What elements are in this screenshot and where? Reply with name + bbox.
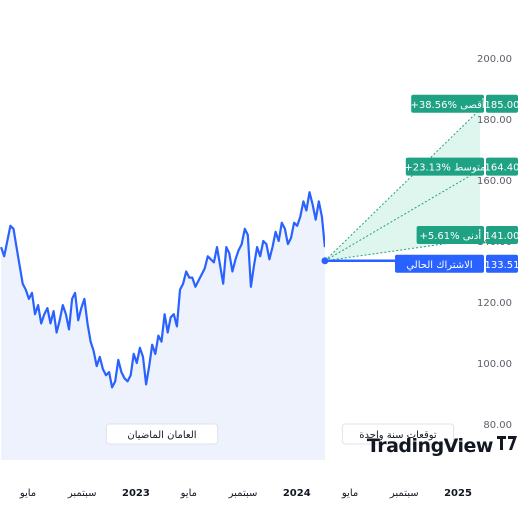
x-tick-label: 2025	[444, 488, 472, 499]
current-price-label-text: الاشتراك الحالي	[406, 260, 472, 271]
forecast-high-line	[325, 108, 480, 262]
forecast-average-label-text-bg	[405, 157, 484, 176]
history-period-label: العامان الماضيان	[105, 423, 219, 445]
forecast-high-label: 185.00+38.56% أقصى	[410, 94, 520, 113]
forecast-period-label-text: توقعات سنة واحدة	[359, 430, 437, 441]
current-price-label-value: 133.51	[485, 260, 520, 271]
x-tick-label: 2023	[122, 488, 150, 499]
history-area	[1, 192, 325, 460]
forecast-low-label-text-bg	[416, 225, 484, 244]
forecast-high-label-text: +38.56% أقصى	[410, 98, 484, 111]
tradingview-logo: TradingView	[367, 435, 517, 457]
forecast-low-label-text: +5.61% أدنى	[419, 229, 481, 242]
current-price-label-value-bg	[486, 254, 518, 273]
current-price-dot	[321, 257, 329, 265]
x-tick-label: مايو	[180, 488, 197, 499]
forecast-high-label-value: 185.00	[485, 100, 520, 111]
x-tick-label: 2024	[283, 488, 311, 499]
history-period-label-text: العامان الماضيان	[127, 430, 196, 441]
y-tick-label: 160.00	[477, 176, 512, 187]
forecast-average-line	[325, 169, 480, 262]
y-tick-label: 200.00	[477, 54, 512, 65]
forecast-low-label: 141.00 +5.61% أدنى	[416, 225, 520, 244]
x-tick-label: سبتمبر	[67, 488, 97, 499]
x-tick-label: مايو	[19, 488, 36, 499]
current-price-label: 133.51 الاشتراك الحالي	[395, 254, 520, 273]
y-tick-label: 100.00	[477, 359, 512, 370]
forecast-low-line	[325, 238, 480, 262]
price-line	[0, 191, 325, 389]
forecast-low-label-value-bg	[486, 225, 518, 244]
y-tick-label: 180.00	[477, 115, 512, 126]
x-tick-label: سبتمبر	[228, 488, 258, 499]
forecast-average-label-value: 164.40	[485, 163, 520, 174]
current-price-label-text-bg	[395, 254, 484, 273]
tv-logo-icon	[497, 436, 517, 450]
x-tick-label: سبتمبر	[389, 488, 419, 499]
forecast-high-label-text-bg	[411, 94, 484, 113]
forecast-high-label-value-bg	[486, 94, 518, 113]
history-period-label-bg	[105, 423, 219, 445]
forecast-average-label-value-bg	[486, 157, 518, 176]
forecast-period-label: توقعات سنة واحدة	[341, 423, 455, 445]
forecast-low-label-value: 141.00	[485, 231, 520, 242]
forecast-average-label: 164.40+23.13% متوسط	[404, 157, 520, 176]
brand-wordmark: TradingView	[367, 435, 493, 457]
forecast-average-label-text: +23.13% متوسط	[404, 163, 485, 174]
y-tick-label: 80.00	[483, 420, 512, 431]
y-tick-label: 120.00	[477, 298, 512, 309]
x-tick-label: مايو	[341, 488, 358, 499]
forecast-period-label-bg	[341, 423, 455, 445]
